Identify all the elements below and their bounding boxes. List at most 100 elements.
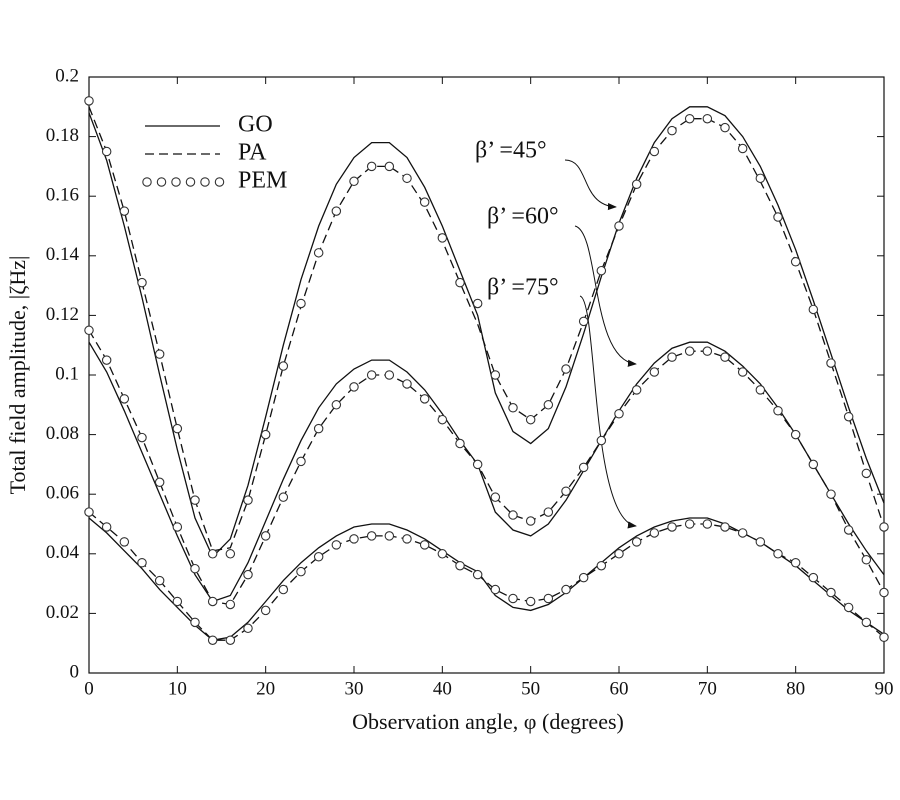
series-marker xyxy=(384,161,395,172)
series-marker xyxy=(702,346,713,356)
series-marker xyxy=(137,432,147,443)
y-tick-label: 0.14 xyxy=(46,244,80,265)
series-marker xyxy=(260,531,271,541)
series-marker xyxy=(596,265,607,276)
series-marker xyxy=(525,414,536,425)
series-marker xyxy=(172,522,183,532)
series-marker xyxy=(614,221,624,231)
series-marker xyxy=(172,423,183,434)
series-marker xyxy=(808,304,819,315)
series-marker xyxy=(720,522,730,532)
series-marker xyxy=(349,534,359,544)
series-marker xyxy=(561,364,571,374)
series-marker xyxy=(260,605,271,616)
y-tick-label: 0.08 xyxy=(46,423,79,444)
series-marker xyxy=(84,325,94,336)
series-marker xyxy=(596,560,607,571)
series-marker xyxy=(190,495,200,505)
series-marker xyxy=(684,346,695,356)
series-marker xyxy=(578,462,589,473)
series-marker xyxy=(508,593,518,604)
series-marker xyxy=(384,531,395,541)
series-marker xyxy=(437,233,448,243)
x-tick-label: 70 xyxy=(698,678,717,699)
series-marker xyxy=(419,197,430,207)
series-marker xyxy=(313,248,324,258)
series-marker xyxy=(472,459,483,470)
annotation: β’ =45° xyxy=(475,138,547,164)
y-tick-label: 0.02 xyxy=(46,602,79,623)
legend-label: PEM xyxy=(238,168,287,194)
series-marker xyxy=(773,549,783,559)
series-marker xyxy=(720,122,730,133)
series-marker xyxy=(366,161,377,172)
series-marker xyxy=(437,549,448,559)
series-marker xyxy=(490,584,501,595)
series-marker xyxy=(154,477,165,488)
series-marker xyxy=(225,549,236,559)
series-marker xyxy=(755,385,766,395)
series-marker xyxy=(455,438,465,449)
series-marker xyxy=(366,370,377,380)
x-axis-label: Observation angle, φ (degrees) xyxy=(352,709,624,734)
series-line xyxy=(88,517,885,641)
series-marker xyxy=(843,411,854,422)
series-marker xyxy=(525,516,536,526)
series-marker xyxy=(331,400,342,410)
series-marker xyxy=(861,617,872,628)
y-tick-label: 0.04 xyxy=(46,542,80,563)
series-marker xyxy=(790,429,801,440)
annotation: β’ =75° xyxy=(487,275,559,301)
x-tick-label: 80 xyxy=(786,678,805,699)
series-marker xyxy=(667,125,677,136)
series-marker xyxy=(472,569,483,580)
series-marker xyxy=(490,492,501,502)
series-marker xyxy=(808,459,819,470)
series-marker xyxy=(190,563,200,574)
series-marker xyxy=(84,507,94,517)
series-marker xyxy=(755,173,766,184)
series-marker xyxy=(384,370,395,380)
series-marker xyxy=(508,403,518,413)
series-line xyxy=(88,511,885,641)
series-marker xyxy=(649,528,660,538)
series-marker xyxy=(225,635,236,645)
series-marker xyxy=(278,492,289,502)
series-marker xyxy=(879,587,889,598)
series-marker xyxy=(225,599,236,610)
series-marker xyxy=(278,361,289,371)
series-marker xyxy=(578,572,589,583)
series-marker xyxy=(543,507,554,517)
series-marker xyxy=(879,632,889,642)
legend-label: PA xyxy=(238,140,267,166)
annotation-arrow xyxy=(564,159,617,211)
series-marker xyxy=(349,176,359,187)
series-marker xyxy=(313,423,324,434)
series-marker xyxy=(366,531,377,541)
series-marker xyxy=(720,352,730,362)
series-marker xyxy=(455,560,465,571)
series-marker xyxy=(207,635,218,645)
series-marker xyxy=(861,555,872,565)
series-marker xyxy=(243,569,253,580)
series-marker xyxy=(296,456,306,467)
series-marker xyxy=(137,277,147,288)
series-marker xyxy=(278,584,289,595)
series-marker xyxy=(826,489,836,499)
series-line xyxy=(88,329,885,606)
series-marker xyxy=(649,367,660,377)
series-marker xyxy=(402,379,412,389)
series-marker xyxy=(737,143,748,154)
series-marker xyxy=(260,429,271,440)
series-marker xyxy=(808,572,819,583)
series-marker xyxy=(631,537,642,547)
y-axis-label: Total field amplitude, |ζHz| xyxy=(5,256,30,495)
series-marker xyxy=(402,534,412,544)
series-marker xyxy=(790,557,801,568)
series-marker xyxy=(101,146,112,157)
series-marker xyxy=(667,352,677,362)
series-marker xyxy=(631,179,642,190)
series-marker xyxy=(349,382,359,392)
x-tick-label: 10 xyxy=(168,678,187,699)
legend-marker xyxy=(200,177,210,187)
